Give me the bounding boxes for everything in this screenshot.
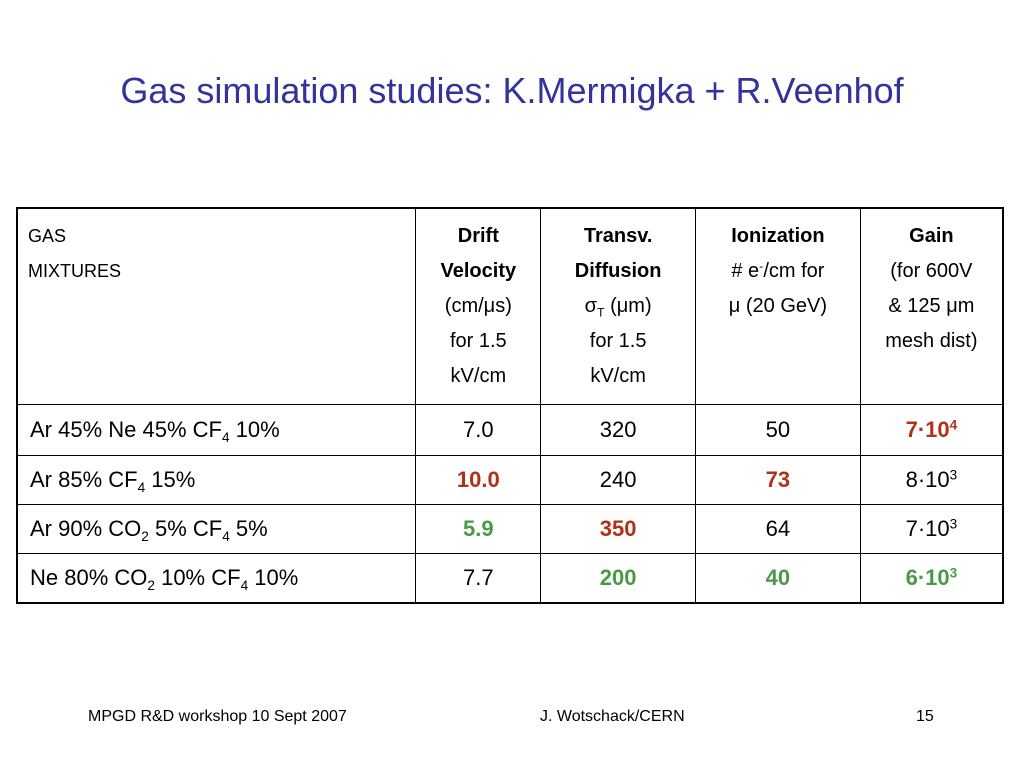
- drift-velocity-cell: 5.9: [415, 504, 542, 554]
- drift-velocity-cell: 7.0: [415, 404, 542, 456]
- gas-mixture-cell: Ar 85% CF4 15%: [16, 455, 417, 505]
- table-row: Ar 45% Ne 45% CF4 10% 7.0 320 50 7·104: [16, 404, 1004, 456]
- ionization-cell: 73: [695, 455, 861, 505]
- ionization-unit: # e-/cm for: [731, 259, 825, 282]
- table-row: Ar 85% CF4 15% 10.0 240 73 8·103: [16, 455, 1004, 505]
- ionization-cell: 64: [695, 504, 861, 554]
- gas-mixtures-table: GAS MIXTURES Drift Velocity (cm/μs) for …: [16, 207, 1004, 604]
- slide-title: Gas simulation studies: K.Mermigka + R.V…: [120, 70, 904, 111]
- header-ionization: Ionization # e-/cm for μ (20 GeV): [695, 207, 861, 405]
- gain-cell: 7·103: [859, 504, 1004, 554]
- footer-page-number: 15: [916, 708, 934, 725]
- drift-velocity-cell: 10.0: [415, 455, 542, 505]
- gas-mixture-cell: Ar 90% CO2 5% CF4 5%: [16, 504, 417, 554]
- drift-velocity-cell: 7.7: [415, 553, 542, 604]
- header-drift-velocity: Drift Velocity (cm/μs) for 1.5 kV/cm: [415, 207, 542, 405]
- transverse-diffusion-cell: 200: [540, 553, 697, 604]
- gain-cell: 6·103: [859, 553, 1004, 604]
- table-row: Ar 90% CO2 5% CF4 5% 5.9 350 64 7·103: [16, 504, 1004, 554]
- gas-mixture-cell: Ar 45% Ne 45% CF4 10%: [16, 404, 417, 456]
- header-gain: Gain (for 600V & 125 μm mesh dist): [859, 207, 1004, 405]
- ionization-cell: 50: [695, 404, 861, 456]
- transverse-diffusion-cell: 350: [540, 504, 697, 554]
- table-row: Ne 80% CO2 10% CF4 10% 7.7 200 40 6·103: [16, 553, 1004, 604]
- gain-cell: 7·104: [859, 404, 1004, 456]
- ionization-cell: 40: [695, 553, 861, 604]
- transverse-diffusion-cell: 240: [540, 455, 697, 505]
- footer-event: MPGD R&D workshop 10 Sept 2007: [88, 708, 347, 725]
- gas-mixture-cell: Ne 80% CO2 10% CF4 10%: [16, 553, 417, 604]
- table-header-row: GAS MIXTURES Drift Velocity (cm/μs) for …: [16, 207, 1004, 405]
- transverse-diffusion-cell: 320: [540, 404, 697, 456]
- sigma-label: σT (μm): [584, 295, 652, 320]
- header-gas-mixtures: GAS MIXTURES: [16, 207, 417, 405]
- footer-author: J. Wotschack/CERN: [540, 708, 685, 725]
- gain-cell: 8·103: [859, 455, 1004, 505]
- header-transverse-diffusion: Transv. Diffusion σT (μm) for 1.5 kV/cm: [540, 207, 697, 405]
